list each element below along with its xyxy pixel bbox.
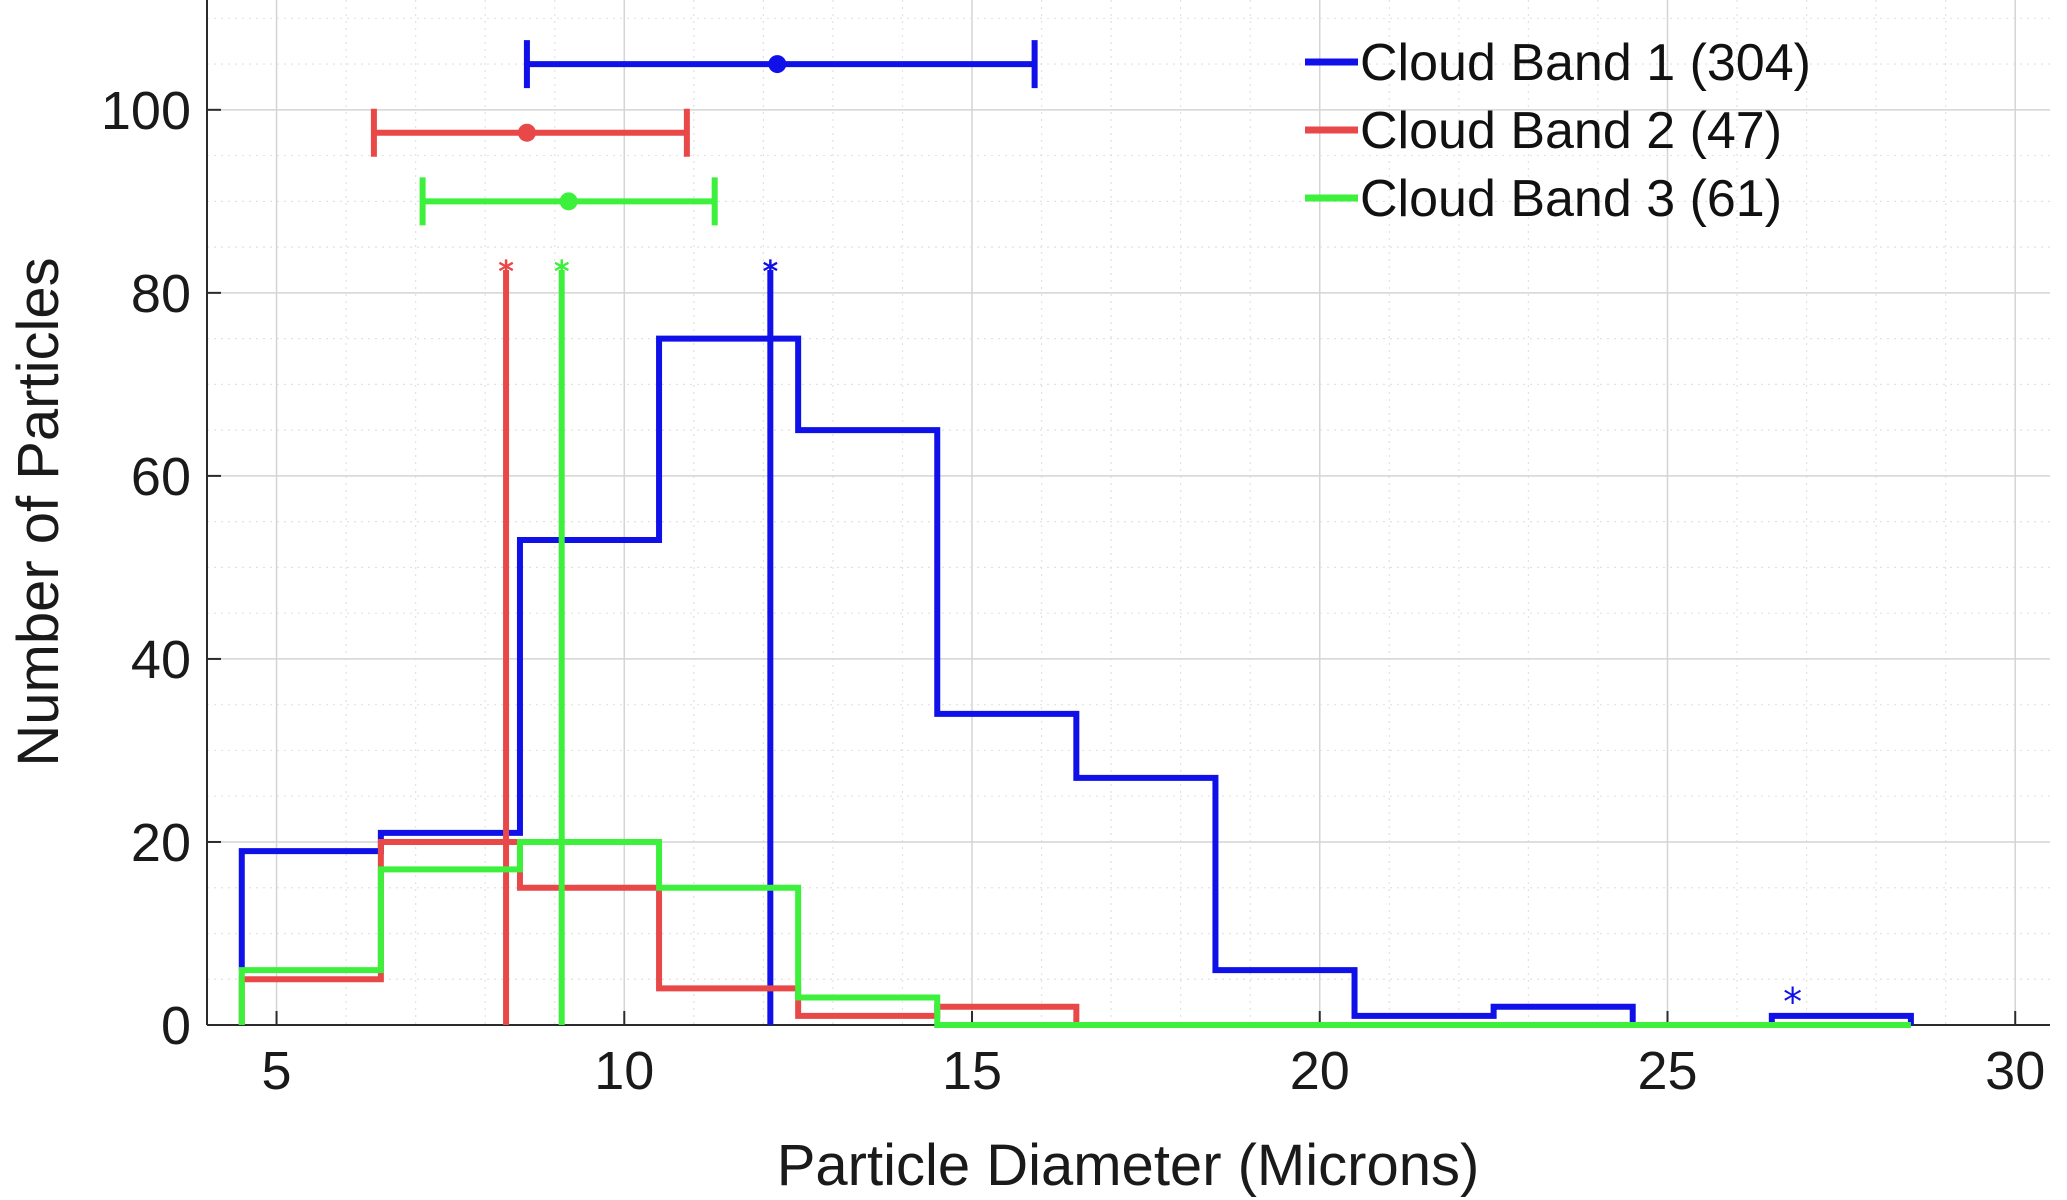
x-tick-label: 5 [262,1041,292,1101]
y-tick-label: 60 [131,447,191,507]
x-axis-title: Particle Diameter (Microns) [777,1133,1480,1198]
x-tick-label: 25 [1637,1041,1697,1101]
errorbar-mean-point-2 [517,123,536,142]
x-tick-label: 30 [1985,1041,2045,1101]
y-axis-title: Number of Particles [6,257,71,766]
median-star-marker-3: * [554,255,570,290]
series-group [238,269,1914,1028]
tick-labels: 5 10 15 20 25 30 0 20 40 60 80 100 [101,81,2045,1101]
errorbar-mean-point-1 [768,55,787,74]
median-star-marker-2: * [498,255,514,290]
y-tick-label: 80 [131,264,191,324]
legend-label-2: Cloud Band 2 (47) [1360,102,1782,160]
histogram-series-1 [238,335,1914,1028]
y-tick-label: 100 [101,81,191,141]
outlier-star-marker: * [1783,980,1802,1024]
x-tick-label: 15 [942,1041,1002,1101]
plot-area [207,0,2050,1025]
histogram-series-3 [238,838,1911,1028]
x-tick-label: 20 [1290,1041,1350,1101]
y-tick-label: 0 [161,996,191,1056]
y-tick-label: 40 [131,630,191,690]
marker-group: * * * * [370,40,1802,1024]
errorbar-mean-point-3 [559,192,578,211]
legend-label-1: Cloud Band 1 (304) [1360,34,1811,92]
legend-label-3: Cloud Band 3 (61) [1360,170,1782,228]
x-tick-label: 10 [594,1041,654,1101]
legend: Cloud Band 1 (304) Cloud Band 2 (47) Cloud… [1305,34,1811,228]
y-tick-label: 20 [131,813,191,873]
median-star-marker-1: * [762,255,778,290]
